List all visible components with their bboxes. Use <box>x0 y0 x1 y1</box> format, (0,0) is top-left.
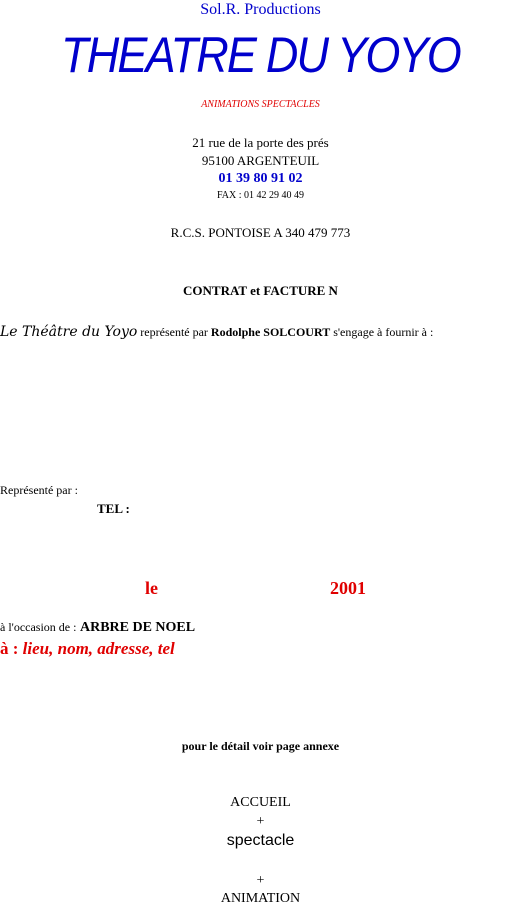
value: lieu, nom, adresse, tel <box>22 639 175 658</box>
program-item: ACCUEIL <box>230 795 291 810</box>
program-item: spectacle <box>226 832 295 849</box>
label: à l'occasion de : <box>0 620 77 634</box>
program-item: + <box>256 873 265 888</box>
intro: Le Théâtre du Yoyo représenté par Rodolp… <box>0 325 433 339</box>
value: ARBRE DE NOEL <box>79 620 196 635</box>
company: Sol.R. Productions <box>200 1 321 18</box>
year: 2001 <box>330 578 366 598</box>
tel: TEL : <box>97 501 130 516</box>
fax: FAX : 01 42 29 40 49 <box>216 190 305 201</box>
text: représenté par <box>140 325 208 339</box>
address: 21 rue de la porte des prés <box>192 135 329 150</box>
represented-by: Représenté par : <box>0 483 78 497</box>
text: s'engage à fournir à : <box>333 325 434 339</box>
occasion: à l'occasion de : ARBRE DE NOEL <box>0 621 195 635</box>
date-prefix: le <box>145 578 158 598</box>
title: THEATRE DU YOYO <box>61 27 462 83</box>
rcs: R.C.S. PONTOISE A 340 479 773 <box>170 225 351 240</box>
subtitle: ANIMATIONS SPECTACLES <box>201 99 320 110</box>
address: 95100 ARGENTEUIL <box>201 153 320 168</box>
heading: CONTRAT et FACTURE N <box>183 283 338 298</box>
program-item: + <box>256 814 265 829</box>
program-item: ANIMATION <box>220 891 301 906</box>
detail-note: pour le détail voir page annexe <box>181 739 340 753</box>
company-name: Le Théâtre du Yoyo <box>0 324 138 340</box>
location: à : lieu, nom, adresse, tel <box>0 640 175 657</box>
representative: Rodolphe SOLCOURT <box>210 325 331 339</box>
label: à : <box>0 639 19 658</box>
phone: 01 39 80 91 02 <box>218 171 303 186</box>
